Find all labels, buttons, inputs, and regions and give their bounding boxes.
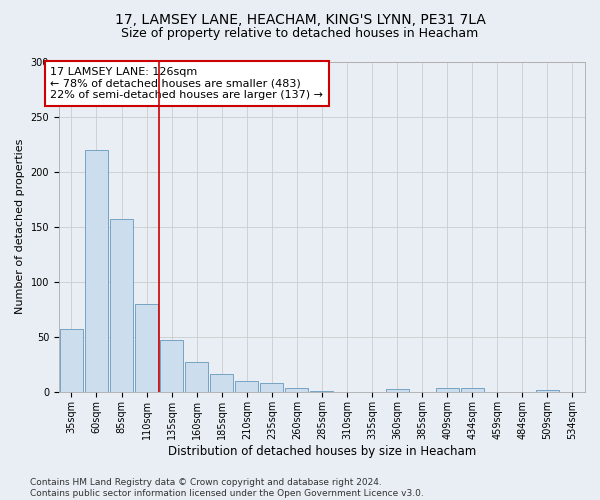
Bar	[461, 388, 484, 392]
Bar	[85, 150, 108, 392]
Bar	[235, 381, 259, 392]
Bar	[210, 374, 233, 392]
Bar	[160, 340, 183, 392]
Bar	[286, 388, 308, 392]
X-axis label: Distribution of detached houses by size in Heacham: Distribution of detached houses by size …	[168, 444, 476, 458]
Y-axis label: Number of detached properties: Number of detached properties	[15, 139, 25, 314]
Bar	[310, 391, 334, 392]
Bar	[60, 329, 83, 392]
Bar	[436, 388, 459, 392]
Text: Size of property relative to detached houses in Heacham: Size of property relative to detached ho…	[121, 28, 479, 40]
Bar	[536, 390, 559, 392]
Bar	[260, 383, 283, 392]
Text: 17, LAMSEY LANE, HEACHAM, KING'S LYNN, PE31 7LA: 17, LAMSEY LANE, HEACHAM, KING'S LYNN, P…	[115, 12, 485, 26]
Text: 17 LAMSEY LANE: 126sqm
← 78% of detached houses are smaller (483)
22% of semi-de: 17 LAMSEY LANE: 126sqm ← 78% of detached…	[50, 67, 323, 100]
Bar	[386, 388, 409, 392]
Bar	[185, 362, 208, 392]
Bar	[110, 219, 133, 392]
Text: Contains HM Land Registry data © Crown copyright and database right 2024.
Contai: Contains HM Land Registry data © Crown c…	[30, 478, 424, 498]
Bar	[135, 304, 158, 392]
